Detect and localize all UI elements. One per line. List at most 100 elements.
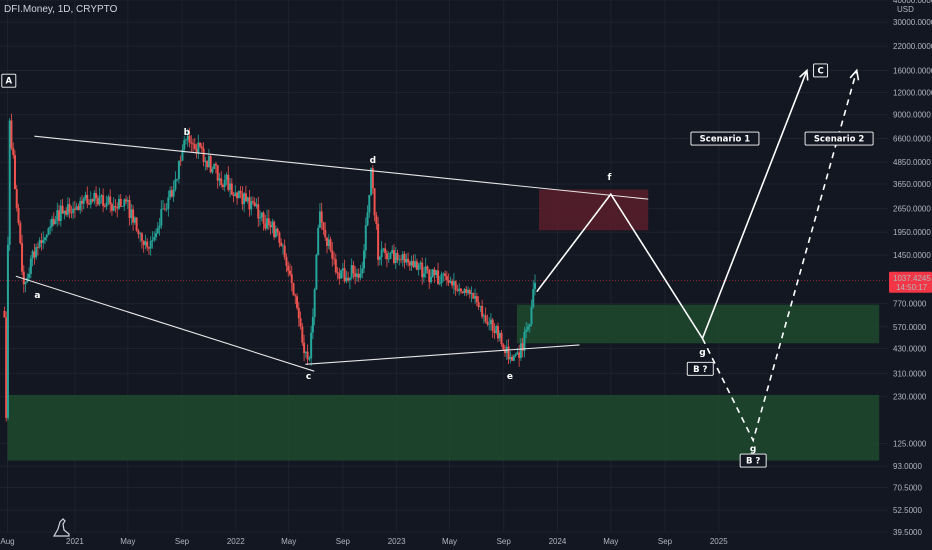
- candle[interactable]: [72, 201, 75, 220]
- candle[interactable]: [428, 268, 431, 289]
- candle[interactable]: [518, 344, 521, 367]
- candle[interactable]: [84, 191, 87, 201]
- candle[interactable]: [274, 225, 277, 239]
- candle[interactable]: [186, 128, 189, 147]
- candle[interactable]: [398, 254, 401, 266]
- candle[interactable]: [98, 187, 101, 207]
- candle[interactable]: [102, 188, 105, 213]
- candle[interactable]: [112, 197, 115, 212]
- candle[interactable]: [387, 251, 390, 263]
- candle[interactable]: [426, 265, 429, 274]
- candle[interactable]: [463, 287, 466, 296]
- candle[interactable]: [449, 276, 452, 284]
- candle[interactable]: [123, 198, 126, 211]
- candle[interactable]: [28, 267, 31, 281]
- candle[interactable]: [239, 186, 242, 199]
- candle[interactable]: [461, 291, 464, 294]
- candle[interactable]: [200, 143, 203, 153]
- candle[interactable]: [306, 344, 309, 365]
- candle[interactable]: [458, 283, 461, 296]
- candle[interactable]: [234, 185, 237, 197]
- candle[interactable]: [149, 236, 152, 256]
- candle[interactable]: [19, 220, 22, 245]
- candle[interactable]: [38, 237, 41, 249]
- candle[interactable]: [230, 178, 233, 196]
- candle[interactable]: [144, 234, 147, 250]
- candle[interactable]: [382, 247, 385, 253]
- candle[interactable]: [392, 244, 395, 265]
- candle[interactable]: [465, 285, 468, 297]
- candle[interactable]: [257, 196, 260, 227]
- candle[interactable]: [214, 161, 217, 174]
- candle[interactable]: [380, 241, 383, 266]
- candle[interactable]: [438, 276, 441, 286]
- candle[interactable]: [21, 234, 24, 275]
- candle[interactable]: [451, 278, 454, 289]
- candle[interactable]: [65, 207, 68, 217]
- candle[interactable]: [318, 203, 321, 228]
- candle[interactable]: [532, 280, 535, 309]
- candle[interactable]: [147, 246, 150, 255]
- candle[interactable]: [177, 160, 180, 184]
- candle[interactable]: [95, 186, 98, 207]
- candle[interactable]: [456, 284, 459, 293]
- candlestick-series[interactable]: [3, 113, 537, 422]
- candle[interactable]: [96, 195, 99, 206]
- candle[interactable]: [172, 180, 175, 203]
- candle[interactable]: [253, 197, 256, 207]
- candle[interactable]: [5, 311, 8, 422]
- candle[interactable]: [417, 262, 420, 276]
- candle[interactable]: [444, 270, 447, 281]
- time-axis[interactable]: Aug 2021 May Sep 2022 May Sep 2023 May Sep 2024 May…: [0, 533, 888, 550]
- candle[interactable]: [259, 210, 262, 226]
- candle[interactable]: [56, 202, 59, 227]
- candle[interactable]: [296, 293, 299, 310]
- candle[interactable]: [470, 286, 473, 303]
- candle[interactable]: [125, 195, 128, 205]
- candle[interactable]: [320, 202, 323, 230]
- candle[interactable]: [236, 191, 239, 205]
- candle[interactable]: [156, 222, 159, 235]
- candle[interactable]: [354, 266, 357, 285]
- candle[interactable]: [183, 135, 186, 153]
- candle[interactable]: [334, 253, 337, 275]
- candle[interactable]: [13, 150, 16, 190]
- candle[interactable]: [331, 241, 334, 267]
- candle[interactable]: [146, 237, 149, 251]
- candle[interactable]: [103, 203, 106, 208]
- candle[interactable]: [440, 271, 443, 287]
- candle[interactable]: [174, 171, 177, 192]
- candle[interactable]: [313, 287, 316, 326]
- candle[interactable]: [496, 322, 499, 342]
- candle[interactable]: [133, 216, 136, 225]
- candle[interactable]: [139, 231, 142, 243]
- candle[interactable]: [229, 178, 232, 198]
- candle[interactable]: [63, 210, 66, 220]
- candle[interactable]: [287, 261, 290, 277]
- candle[interactable]: [80, 195, 83, 212]
- candle[interactable]: [366, 205, 369, 227]
- candle[interactable]: [514, 352, 517, 358]
- candle[interactable]: [338, 267, 341, 285]
- candle[interactable]: [128, 195, 131, 226]
- candle[interactable]: [167, 190, 170, 217]
- candle[interactable]: [278, 231, 281, 248]
- candle[interactable]: [324, 222, 327, 241]
- candle[interactable]: [218, 172, 221, 187]
- candle[interactable]: [534, 274, 537, 296]
- candle[interactable]: [308, 356, 311, 362]
- candle[interactable]: [350, 258, 353, 280]
- candle[interactable]: [482, 313, 485, 324]
- candle[interactable]: [33, 243, 36, 265]
- candle[interactable]: [317, 224, 320, 256]
- candle[interactable]: [227, 166, 230, 192]
- candle[interactable]: [504, 345, 507, 357]
- candle[interactable]: [158, 218, 161, 236]
- candle[interactable]: [327, 234, 330, 249]
- candle[interactable]: [255, 198, 258, 209]
- candle[interactable]: [475, 292, 478, 307]
- candle[interactable]: [179, 155, 182, 166]
- candle[interactable]: [251, 196, 254, 205]
- tradingview-logo[interactable]: [52, 518, 70, 537]
- candle[interactable]: [525, 321, 528, 339]
